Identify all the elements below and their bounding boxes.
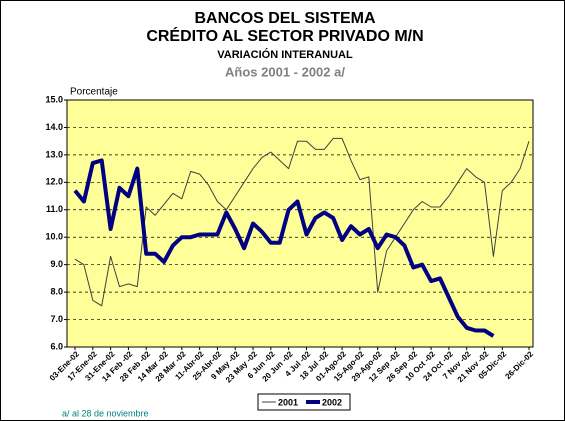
series-line (73, 158, 495, 338)
footnote: a/ al 28 de noviembre (62, 408, 149, 418)
y-tick-label: 9.0 (50, 259, 63, 269)
y-tick-label: 11.0 (46, 204, 63, 214)
legend-label: 2001 (278, 397, 298, 407)
chart-title: BANCOS DEL SISTEMA (194, 10, 376, 27)
y-tick-label: 12.0 (45, 177, 63, 187)
plot-area (66, 99, 534, 348)
y-tick-label: 7.0 (50, 314, 63, 324)
y-tick-label: 14.0 (45, 122, 63, 132)
y-tick-label: 8.0 (50, 286, 63, 296)
y-tick-label: 15.0 (45, 94, 63, 104)
chart-title: CRÉDITO AL SECTOR PRIVADO M/N (146, 26, 423, 45)
legend-label: 2002 (322, 397, 342, 407)
legend-box (257, 393, 351, 411)
series-line (74, 137, 530, 307)
y-tick-label: 10.0 (45, 232, 63, 242)
chart-subtitle: Años 2001 - 2002 a/ (225, 64, 345, 79)
y-axis-label: Porcentaje (70, 87, 118, 98)
y-tick-label: 6.0 (50, 341, 63, 351)
chart-subtitle: VARIACIÓN INTERANUAL (217, 48, 353, 61)
y-tick-label: 13.0 (45, 149, 63, 159)
